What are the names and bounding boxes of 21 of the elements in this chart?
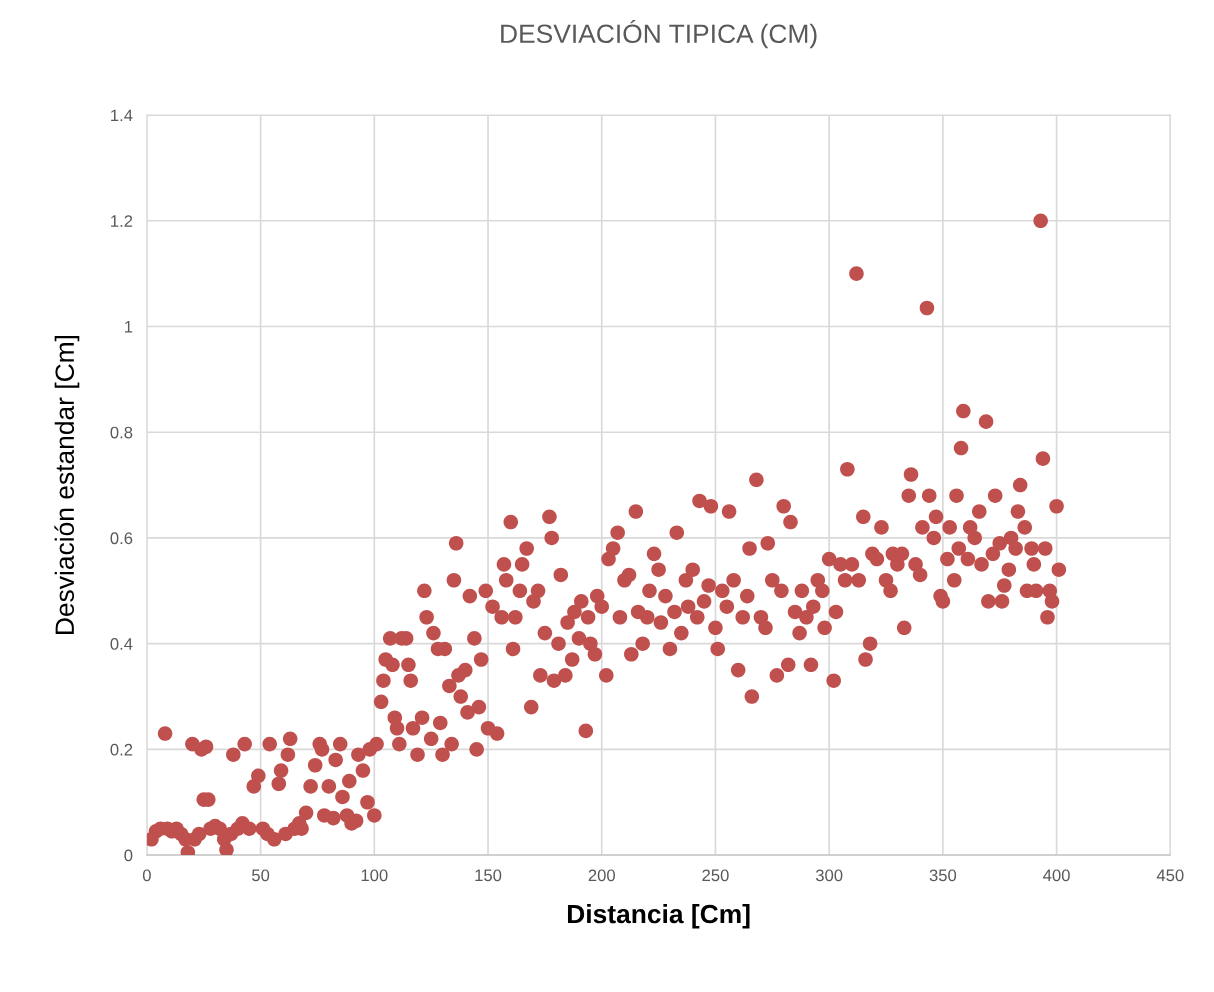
y-tick-label: 0.4 [110,638,133,650]
y-tick-label: 0.8 [110,426,133,439]
x-tick-label: 350 [929,869,957,882]
y-tick-label: 0.2 [110,743,133,756]
x-tick-label: 50 [252,869,270,882]
x-axis-title: Distancia [Cm] [567,903,750,929]
y-tick-label: 0 [124,849,133,862]
x-tick-label: 0 [142,869,151,882]
chart-title: DESVIACIÓN TIPICA (CM) [501,19,817,49]
y-tick-label: 1.2 [111,215,133,227]
x-tick-label: 150 [475,869,502,882]
x-tick-label: 200 [588,869,615,882]
x-tick-label: 400 [1043,869,1070,882]
x-tick-label: 250 [702,869,729,882]
y-tick-label: 1.4 [111,109,133,122]
x-tick-label: 300 [815,869,843,882]
x-tick-label: 100 [361,869,388,882]
y-tick-label: 0.6 [110,532,133,545]
y-tick-label: 1 [125,321,133,333]
x-tick-label: 450 [1156,869,1184,882]
y-axis-title: Desviación estandar [Cm] [54,335,80,634]
